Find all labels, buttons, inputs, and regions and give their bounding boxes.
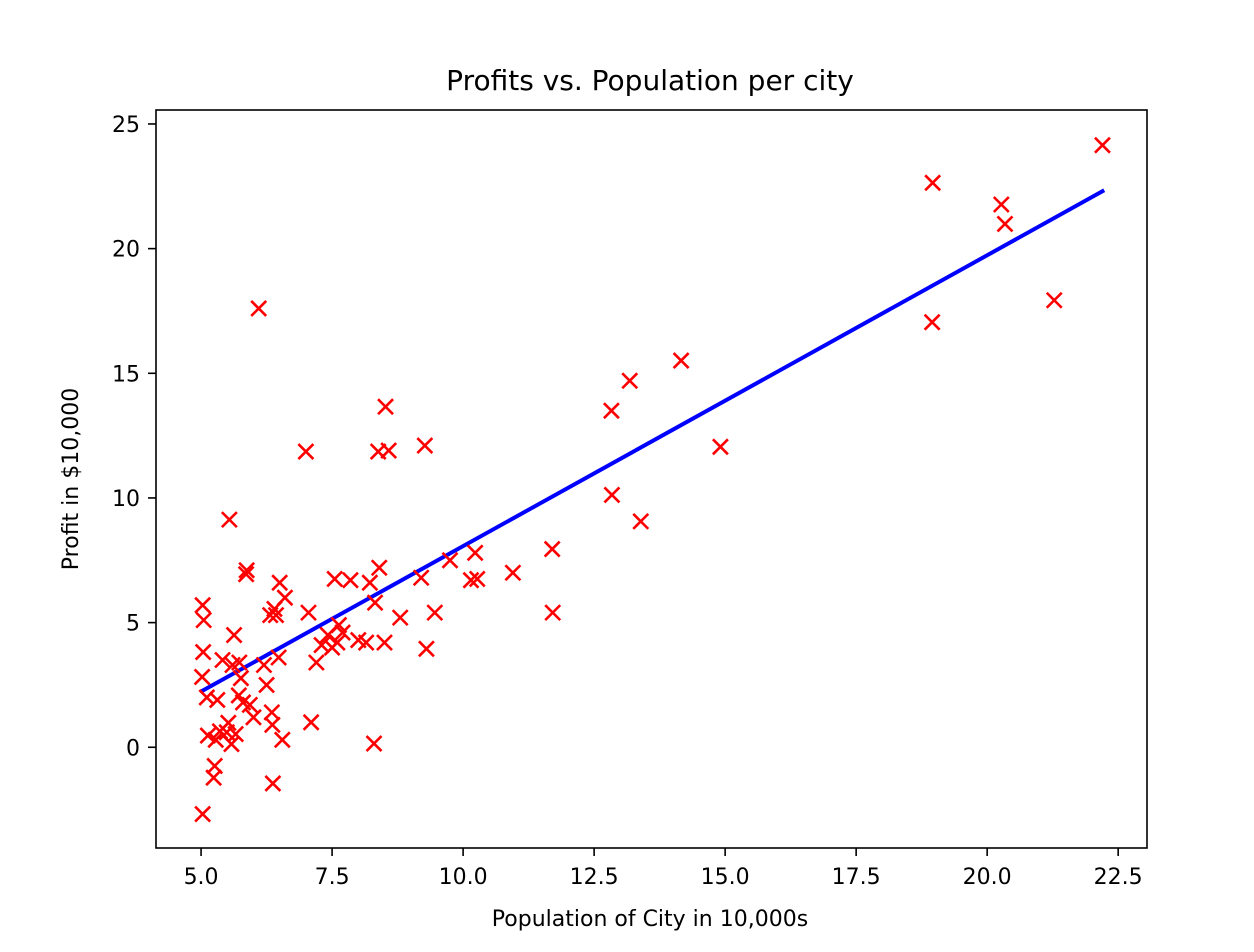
data-point-x-marker [632,512,650,530]
data-point-x-marker [263,703,281,721]
data-point-x-marker [214,651,231,669]
y-tick-label: 20 [112,238,140,263]
data-point-x-marker [258,676,275,694]
x-tick-label: 12.5 [570,865,619,890]
data-point-x-marker [326,570,344,588]
data-point-x-marker [416,437,434,455]
chart-title: Profits vs. Population per city [446,64,854,97]
data-point-x-marker [267,606,285,624]
regression-line-layer [199,188,1106,694]
data-point-x-marker [361,574,379,592]
data-point-x-marker [237,565,255,583]
data-point-x-marker [302,713,320,731]
data-point-x-marker [621,372,639,390]
data-point-x-marker [370,559,388,577]
data-point-x-marker [672,352,690,369]
x-tick-label: 7.5 [315,865,350,890]
y-tick-label: 10 [112,487,140,512]
data-point-x-marker [711,438,729,456]
data-point-x-marker [307,654,325,671]
data-point-x-marker [365,735,383,752]
data-point-x-marker [245,708,262,726]
x-axis: 5.0 7.5 10.0 12.5 15.0 17.5 20.0 22.5 [184,848,1143,890]
data-point-x-marker [194,643,212,661]
data-point-x-marker [602,402,620,420]
data-point-x-marker [208,691,226,709]
data-point-x-marker [300,604,317,622]
x-tick-label: 17.5 [832,865,881,890]
data-point-x-marker [376,634,393,651]
data-point-x-marker [225,626,243,644]
data-point-x-marker [255,656,273,674]
data-point-x-marker [426,604,444,622]
data-point-x-marker [441,551,459,569]
y-axis-label: Profit in $10,000 [59,388,84,570]
data-point-x-marker [198,688,216,706]
data-point-x-marker [1045,291,1063,309]
data-point-x-marker [603,486,621,504]
x-tick-label: 5.0 [184,865,219,890]
data-points-layer [193,136,1111,823]
x-tick-label: 15.0 [701,865,750,890]
data-point-x-marker [271,574,289,592]
data-point-x-marker [412,569,430,587]
y-tick-label: 0 [126,736,140,761]
regression-line [199,188,1106,694]
data-point-x-marker [377,398,394,416]
data-point-x-marker [195,611,213,629]
plot-area-frame [155,109,1148,849]
data-point-x-marker [504,564,522,582]
data-point-x-marker [366,594,384,612]
data-point-x-marker [466,544,484,562]
data-point-x-marker [264,775,282,792]
data-point-x-marker [223,735,240,753]
data-point-x-marker [328,634,346,651]
data-point-x-marker [219,714,237,732]
data-point-x-marker [923,313,941,331]
data-point-x-marker [357,634,375,651]
data-point-x-marker [313,636,331,654]
data-point-x-marker [230,654,248,671]
y-tick-label: 25 [112,113,140,138]
data-point-x-marker [250,300,268,317]
x-tick-label: 10.0 [439,865,488,890]
data-point-x-marker [273,731,291,749]
data-point-x-marker [462,571,480,589]
data-point-x-marker [391,609,409,627]
data-point-x-marker [992,196,1010,213]
data-point-x-marker [227,725,245,743]
data-point-x-marker [544,604,562,622]
data-point-x-marker [996,215,1014,233]
data-point-x-marker [270,649,288,666]
data-point-x-marker [417,640,435,658]
y-tick-label: 15 [112,362,140,387]
data-point-x-marker [193,668,211,686]
data-point-x-marker [220,511,238,529]
data-point-x-marker [194,805,212,823]
data-point-x-marker [380,442,398,459]
data-point-x-marker [199,727,217,744]
y-axis: 0 5 10 15 20 25 [112,113,156,761]
data-point-x-marker [924,174,942,192]
y-tick-label: 5 [126,612,140,637]
x-tick-label: 22.5 [1094,865,1143,890]
data-point-x-marker [276,589,294,607]
data-point-x-marker [1094,136,1111,154]
data-point-x-marker [238,561,256,579]
data-point-x-marker [232,669,250,687]
data-point-x-marker [207,731,225,749]
data-point-x-marker [468,570,486,588]
data-point-x-marker [194,596,212,614]
data-point-x-marker [263,716,281,734]
x-axis-label: Population of City in 10,000s [492,907,808,932]
data-point-x-marker [241,696,259,714]
data-point-x-marker [543,540,561,558]
data-point-x-marker [297,443,315,460]
data-point-x-marker [334,624,351,642]
data-point-x-marker [205,769,223,787]
data-point-x-marker [342,571,359,589]
x-tick-label: 20.0 [963,865,1012,890]
